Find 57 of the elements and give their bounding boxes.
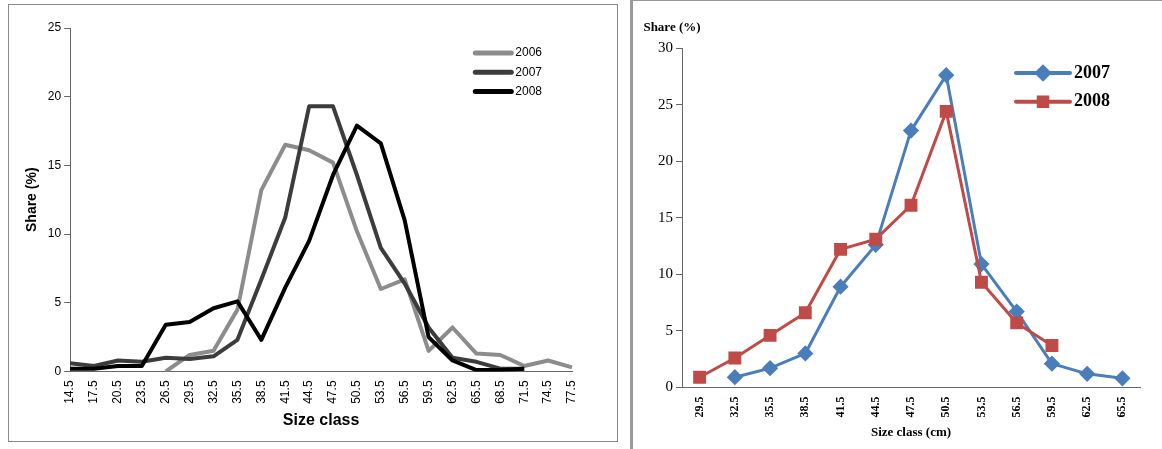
- x-tick-label: 53.5: [373, 380, 388, 404]
- x-tick-label: 47.5: [325, 380, 340, 404]
- legend-label: 2008: [515, 83, 543, 98]
- y-tick-label: 5: [665, 321, 673, 338]
- y-tick-label: 0: [54, 363, 62, 378]
- x-tick-label: 47.5: [903, 396, 918, 418]
- x-tick-label: 44.5: [301, 380, 316, 404]
- y-axis-title: Share (%): [643, 18, 701, 34]
- y-tick-label: 25: [658, 95, 673, 112]
- y-tick-label: 15: [658, 208, 673, 225]
- x-tick-label: 68.5: [492, 380, 507, 404]
- x-tick-label: 50.5: [349, 380, 364, 404]
- x-tick-label: 29.5: [691, 396, 706, 418]
- x-tick-label: 62.5: [1079, 396, 1094, 418]
- x-tick-label: 35.5: [229, 380, 244, 404]
- x-axis-title: Size class (cm): [870, 423, 952, 439]
- x-tick-label: 38.5: [797, 396, 812, 418]
- legend-label: 2008: [1074, 90, 1110, 111]
- x-tick-label: 65.5: [468, 380, 483, 404]
- x-tick-label: 20.5: [110, 380, 125, 404]
- x-tick-label: 62.5: [444, 380, 459, 404]
- legend-label: 2007: [1074, 61, 1110, 82]
- x-tick-label: 23.5: [134, 380, 149, 404]
- x-tick-label: 44.5: [867, 396, 882, 418]
- x-tick-label: 26.5: [158, 380, 173, 404]
- x-tick-label: 74.5: [540, 380, 555, 404]
- x-tick-label: 14.5: [62, 380, 77, 404]
- x-tick-label: 41.5: [277, 380, 292, 404]
- x-tick-label: 17.5: [86, 380, 101, 404]
- y-tick-label: 20: [658, 152, 673, 169]
- x-tick-label: 35.5: [762, 396, 777, 418]
- y-tick-label: 5: [54, 295, 62, 310]
- x-tick-label: 38.5: [253, 380, 268, 404]
- y-tick-label: 10: [47, 226, 62, 241]
- x-tick-label: 32.5: [205, 380, 220, 404]
- x-tick-label: 59.5: [1044, 396, 1059, 418]
- y-tick-label: 25: [47, 20, 62, 35]
- y-tick-label: 0: [665, 378, 673, 395]
- x-tick-label: 56.5: [1008, 396, 1023, 418]
- x-tick-label: 71.5: [516, 380, 531, 404]
- x-tick-label: 59.5: [420, 380, 435, 404]
- y-tick-label: 30: [658, 38, 673, 55]
- x-tick-label: 65.5: [1114, 396, 1129, 418]
- legend-label: 2006: [515, 45, 543, 60]
- x-tick-label: 29.5: [181, 380, 196, 404]
- x-tick-label: 50.5: [938, 396, 953, 418]
- y-tick-label: 15: [47, 157, 62, 172]
- y-tick-label: 20: [47, 89, 62, 103]
- y-tick-label: 10: [658, 265, 673, 282]
- x-axis-title: Size class: [282, 410, 360, 428]
- x-tick-label: 41.5: [832, 396, 847, 418]
- x-tick-label: 56.5: [397, 380, 412, 404]
- y-axis-title: Share (%): [23, 167, 40, 233]
- legend-label: 2007: [515, 64, 543, 79]
- x-tick-label: 32.5: [726, 396, 741, 418]
- x-tick-label: 77.5: [564, 380, 579, 404]
- x-tick-label: 53.5: [973, 396, 988, 418]
